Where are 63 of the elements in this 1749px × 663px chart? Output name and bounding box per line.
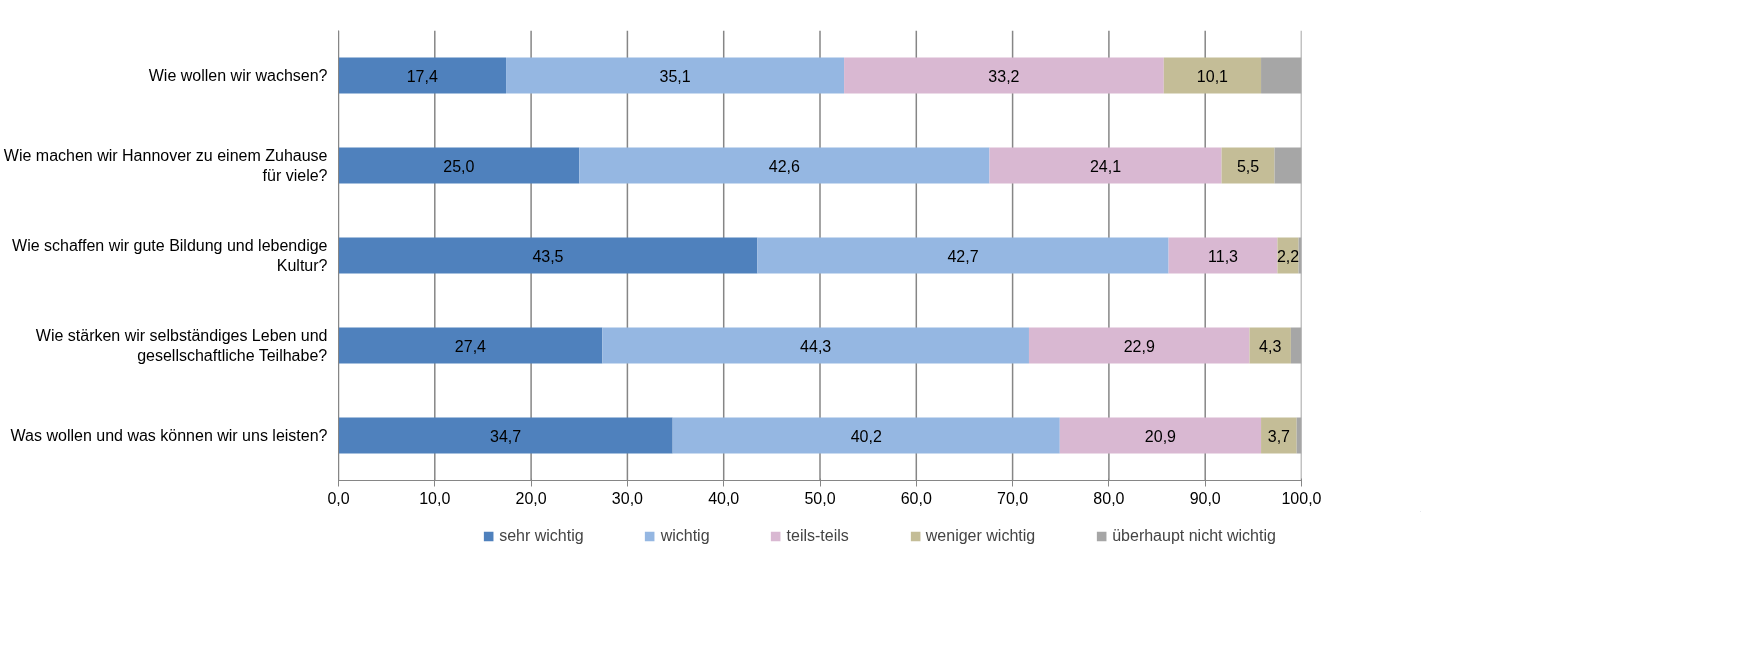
y-tick-label: Wie machen wir Hannover zu einem Zuhause für viele? [3, 146, 328, 185]
y-tick-label: Wie stärken wir selbständiges Leben und gesellschaftliche Teilhabe? [35, 326, 328, 365]
bar [1249, 327, 1291, 364]
data-label: 4,3 [1259, 337, 1282, 355]
x-tick-label: 100,0 [1281, 489, 1322, 507]
bar [338, 417, 673, 454]
data-label: 33,2 [988, 67, 1020, 85]
bar [1163, 57, 1262, 94]
data-label: 40,2 [850, 427, 882, 445]
y-tick-label: Wie schaffen wir gute Bildung und lebendige Kultur? [12, 236, 328, 275]
y-tick-label: Wie wollen wir wachsen? [148, 67, 328, 84]
data-label: 34,7 [490, 427, 522, 445]
legend-label: teils-teils [786, 527, 849, 545]
data-label: 27,4 [454, 337, 487, 355]
bar [506, 57, 845, 94]
x-tick-label: 60,0 [900, 489, 932, 507]
bar [1261, 417, 1297, 454]
x-tick-label: 70,0 [997, 489, 1029, 507]
bar [672, 417, 1060, 454]
x-tick-label: 20,0 [515, 489, 547, 507]
data-label: 2,2 [1276, 247, 1300, 265]
bar [1028, 327, 1250, 364]
bar [844, 57, 1164, 94]
bar [989, 147, 1222, 184]
bar [338, 327, 603, 364]
data-label: 24,1 [1089, 157, 1122, 175]
x-tick-label: 80,0 [1093, 489, 1125, 507]
data-label: 22,9 [1123, 337, 1155, 355]
x-tick-label: 50,0 [804, 489, 836, 507]
data-label: 43,5 [532, 247, 564, 265]
bar [1290, 327, 1302, 364]
data-label: 10,1 [1196, 67, 1229, 85]
x-tick-label: 40,0 [708, 489, 740, 507]
data-label: 42,7 [947, 247, 979, 265]
data-label: 3,7 [1267, 427, 1291, 445]
bar [1168, 237, 1278, 274]
bar [1059, 417, 1262, 454]
data-label: 35,1 [659, 67, 691, 85]
x-tick-label: 30,0 [611, 489, 644, 507]
bar [338, 237, 758, 274]
legend-label: überhaupt nicht wichtig [1112, 527, 1276, 545]
bar [338, 147, 580, 184]
y-tick-label: Was wollen und was können wir uns leisten? [10, 427, 328, 444]
x-tick-label: 10,0 [419, 489, 451, 507]
data-label: 11,3 [1208, 247, 1239, 265]
legend-label: wichtig [660, 527, 710, 545]
data-label: 44,3 [800, 337, 832, 355]
data-label: 25,0 [443, 157, 475, 175]
data-label: 5,5 [1236, 157, 1260, 175]
bar [757, 237, 1169, 274]
x-tick-label: 0,0 [327, 489, 350, 507]
data-label: 17,4 [406, 67, 438, 85]
legend-label: weniger wichtig [925, 527, 1036, 545]
data-label: 20,9 [1144, 427, 1177, 445]
x-tick-label: 90,0 [1189, 489, 1221, 507]
legend-label: sehr wichtig [499, 527, 584, 545]
bar [338, 57, 507, 94]
bar [602, 327, 1029, 364]
bar [1261, 57, 1302, 94]
bar [1221, 147, 1275, 184]
data-label: 42,6 [768, 157, 801, 175]
bar [579, 147, 990, 184]
bar [1274, 147, 1302, 184]
